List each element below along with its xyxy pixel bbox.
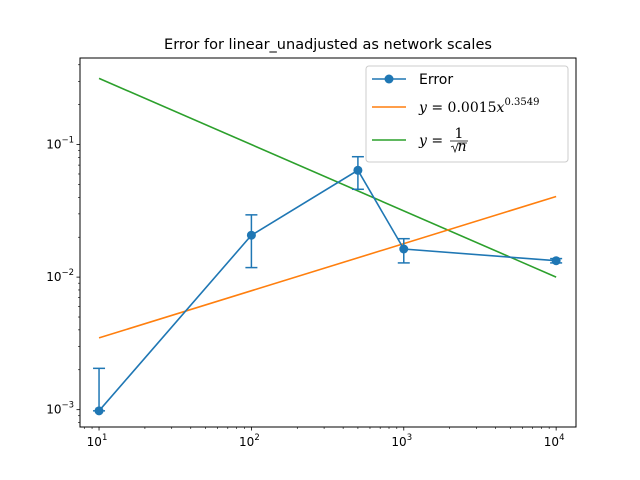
- data-point: [551, 256, 561, 266]
- data-point: [94, 406, 104, 416]
- x-tick-base: 10: [87, 435, 102, 449]
- y-axis: 10−310−210−1: [46, 64, 80, 423]
- legend-sqrt-denominator: n: [457, 139, 466, 155]
- legend-fit-y: y: [418, 100, 428, 116]
- legend-error-marker: [384, 74, 394, 84]
- plot-frame: [79, 57, 577, 428]
- y-tick-base: 10: [46, 138, 61, 152]
- x-tick-label: 104: [544, 433, 565, 449]
- x-tick-label: 102: [239, 433, 260, 449]
- legend-fit-eq: = 0.0015: [427, 100, 497, 116]
- legend-fit-x: x: [497, 100, 505, 116]
- x-tick-exponent: 3: [407, 433, 412, 443]
- data-point: [353, 165, 363, 175]
- y-tick-base: 10: [46, 270, 61, 284]
- legend: Error y = 0.0015x0.3549 y = 1 n: [365, 65, 569, 163]
- x-axis: 101 102 103 104: [83, 427, 565, 449]
- legend-sqrt-eq: =: [427, 133, 443, 149]
- series-line-sqrt: [98, 77, 557, 278]
- legend-fit-exp: 0.3549: [504, 97, 539, 108]
- y-tick-exponent: −3: [61, 401, 74, 411]
- legend-entry-fit: y = 0.0015x0.3549: [372, 97, 539, 116]
- legend-entry-error: Error: [372, 72, 453, 88]
- plot-area: [93, 77, 563, 416]
- x-tick-exponent: 4: [559, 433, 564, 443]
- y-tick-label: 10−3: [46, 401, 74, 417]
- y-tick-exponent: −1: [61, 136, 74, 146]
- legend-entry-sqrt: y = 1 n: [372, 126, 468, 155]
- data-point: [246, 230, 256, 240]
- x-tick-exponent: 2: [254, 433, 259, 443]
- x-tick-base: 10: [544, 435, 559, 449]
- x-tick-label: 103: [391, 433, 412, 449]
- y-tick-exponent: −2: [61, 268, 74, 278]
- series-line-error: [98, 169, 557, 412]
- x-tick-exponent: 1: [102, 433, 107, 443]
- legend-sqrt-label: y =: [418, 133, 443, 149]
- x-tick-base: 10: [391, 435, 406, 449]
- legend-fit-label: y = 0.0015x0.3549: [418, 97, 539, 116]
- chart-title: Error for linear_unadjusted as network s…: [164, 37, 492, 53]
- y-tick-label: 10−1: [46, 136, 74, 152]
- legend-sqrt-radical: [450, 142, 467, 154]
- legend-sqrt-numerator: 1: [455, 126, 464, 142]
- x-tick-label: 101: [87, 433, 108, 449]
- y-tick-base: 10: [46, 403, 61, 417]
- legend-box: [365, 65, 569, 163]
- x-tick-base: 10: [239, 435, 254, 449]
- series-line-fit: [98, 195, 557, 339]
- y-tick-label: 10−2: [46, 268, 74, 284]
- legend-sqrt-y: y: [418, 133, 428, 149]
- legend-error-label: Error: [419, 72, 453, 88]
- data-point: [399, 244, 409, 254]
